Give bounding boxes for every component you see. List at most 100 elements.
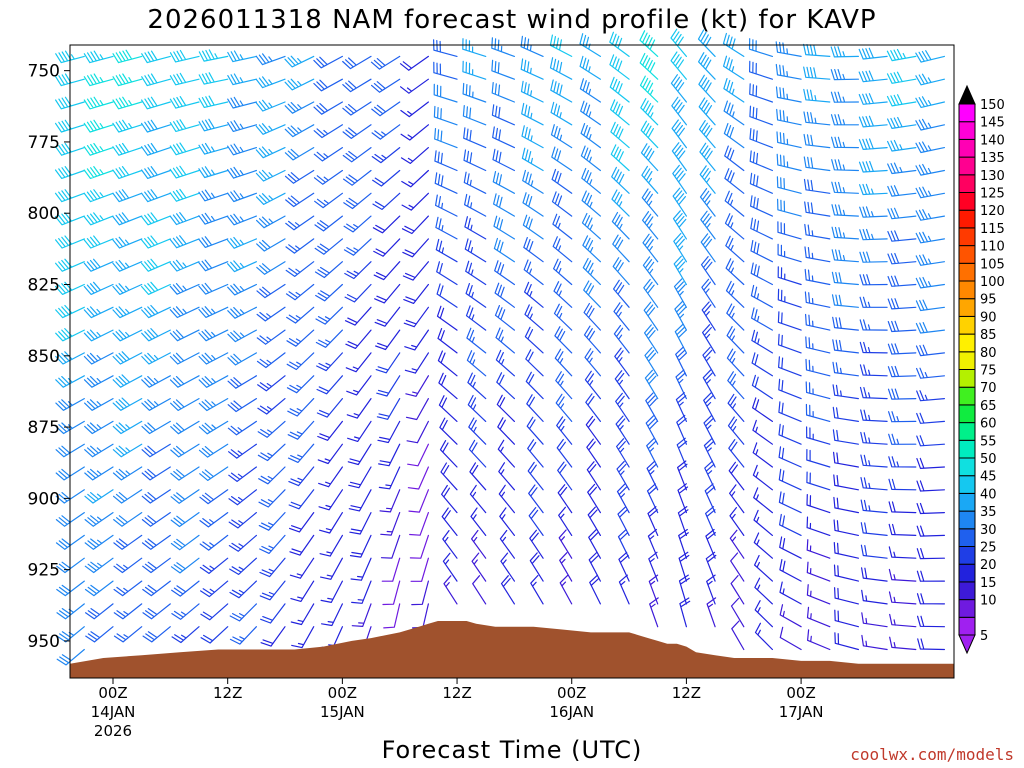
wind-barb [198,49,229,62]
wind-barb [141,73,171,87]
wind-barb [806,494,831,514]
wind-barb [727,371,745,400]
wind-barb [227,213,257,226]
wind-barb [646,460,659,491]
colorbar-label: 105 [980,257,1005,272]
wind-barb [402,238,429,258]
wind-barb [410,557,429,582]
wind-barb [858,47,888,60]
wind-barb [472,575,487,605]
wind-barb [888,546,917,559]
wind-barb [286,352,315,371]
colorbar-swatch [958,209,976,229]
wind-barb [860,431,888,445]
wind-barb [858,138,888,150]
wind-barb [467,372,487,400]
wind-barb [255,146,286,159]
wind-barb [831,136,859,149]
wind-barb [198,72,229,85]
wind-barb [676,437,688,468]
wind-barb [494,260,515,286]
wind-barb [753,509,773,536]
colorbar-label: 100 [980,275,1005,290]
wind-barb [833,519,859,536]
wind-barb [441,507,458,536]
wind-barb [313,78,343,92]
wind-barb [642,211,659,240]
colorbar-label: 115 [980,222,1005,237]
wind-barb [858,160,888,173]
wind-barb [198,420,229,435]
colorbar-label: 70 [980,381,997,396]
wind-barb [777,266,802,286]
wind-barb [585,415,601,445]
wind-barb [554,326,573,354]
wind-barb [112,142,143,156]
wind-barb [465,283,487,308]
wind-barb [141,281,171,295]
wind-barb [344,261,372,280]
wind-barb [832,429,859,445]
wind-barb [887,275,917,287]
wind-barb [673,255,687,286]
wind-barb [701,301,716,331]
wind-barb [346,398,372,419]
wind-barb [256,238,286,252]
wind-barb [678,574,690,605]
wind-barb [170,443,200,458]
wind-barb [228,466,257,482]
wind-barb [258,512,286,531]
wind-barb [199,557,229,574]
wind-barb [112,119,143,133]
wind-barb [401,215,429,235]
wind-barb [496,394,515,422]
wind-barb [463,149,487,172]
wind-barb [112,466,143,481]
wind-barb [112,212,143,226]
wind-barb [436,305,458,331]
wind-barb [141,420,171,435]
wind-barb [705,528,716,559]
wind-barb [313,55,343,69]
wind-barb [915,96,945,108]
wind-barb [113,534,143,550]
wind-barb [287,443,315,463]
wind-barb [610,144,630,172]
wind-barb [405,398,429,421]
wind-barb [703,437,716,468]
wind-barb [171,603,200,620]
colorbar-label: 80 [980,346,997,361]
chart-title: 2026011318 NAM forecast wind profile (kt… [147,5,876,35]
wind-barb [723,78,745,103]
wind-barb [859,341,888,354]
wind-barb [441,484,458,514]
wind-barb [725,280,745,308]
wind-barb [830,46,859,58]
wind-barb [644,324,659,354]
wind-barb [228,512,257,529]
wind-barb [833,451,859,468]
wind-barb [83,352,114,365]
wind-barb [374,283,401,304]
wind-barb [55,351,85,365]
wind-barb [916,412,945,424]
wind-barb [648,574,659,605]
colorbar-swatch [958,475,976,494]
wind-barb [775,86,802,103]
wind-barb [255,99,286,112]
wind-barb [198,236,229,248]
colorbar-swatch [958,599,976,618]
wind-barb [141,328,171,342]
wind-barb [169,306,200,319]
colorbar-swatch [958,422,976,441]
wind-barb [141,352,171,365]
wind-barb [227,329,257,343]
wind-barb [778,423,802,445]
wind-barb [443,575,458,605]
wind-barb [343,238,372,256]
wind-barb [525,371,544,400]
wind-barb [344,283,372,303]
wind-barb [700,233,716,263]
wind-barb [284,55,315,68]
wind-barb [803,156,831,172]
